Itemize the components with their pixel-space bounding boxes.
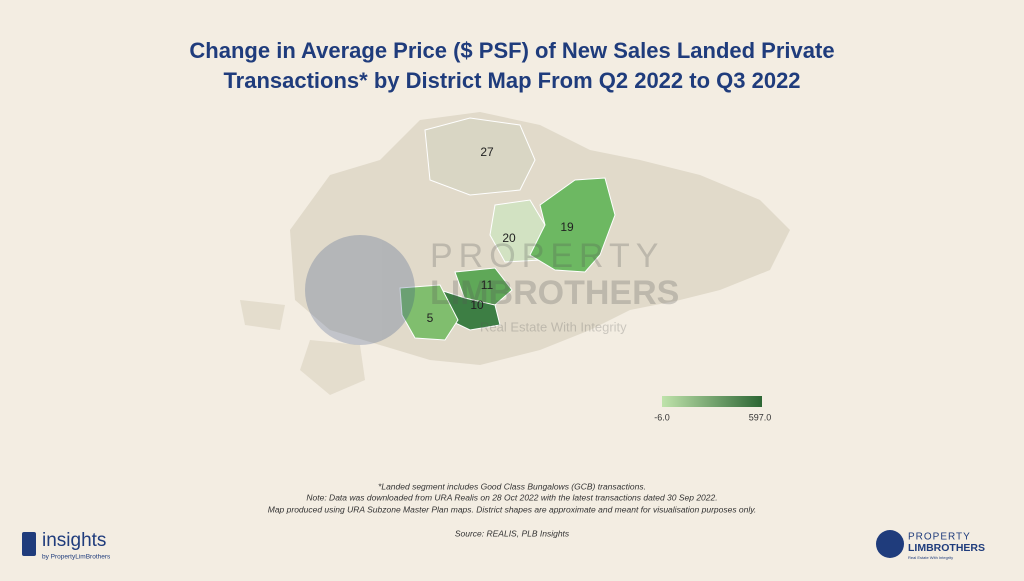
footnote: *Landed segment includes Good Class Bung…	[378, 481, 646, 491]
watermark: PROPERTY LIMBROTHERS Real Estate With In…	[305, 235, 679, 345]
district-label: 19	[560, 220, 574, 234]
district	[454, 267, 513, 306]
district	[529, 177, 616, 273]
district-label: 10	[470, 298, 484, 312]
footnote: Map produced using URA Subzone Master Pl…	[268, 504, 757, 514]
district-label: 27	[480, 145, 494, 159]
logo-icon	[22, 532, 36, 556]
islands	[240, 300, 365, 395]
title-line: Transactions* by District Map From Q2 20…	[223, 68, 800, 93]
district	[399, 284, 459, 341]
logo-byline: by PropertyLimBrothers	[42, 554, 111, 561]
footnote: Note: Data was downloaded from URA Reali…	[306, 492, 717, 502]
legend-colorbar	[662, 396, 762, 407]
logo-tagline: Real Estate With Integrity	[908, 555, 953, 560]
district-label: 11	[481, 278, 494, 292]
title-line: Change in Average Price ($ PSF) of New S…	[189, 38, 834, 63]
logo-name: insights	[42, 530, 106, 551]
district	[424, 117, 536, 196]
logo-bottom: LIMBROTHERS	[908, 542, 985, 554]
watermark-text: Real Estate With Integrity	[480, 319, 627, 334]
legend-min: -6.0	[654, 412, 670, 422]
watermark-logo	[305, 235, 415, 345]
district-label: 5	[427, 311, 434, 325]
watermark-text: PROPERTY	[430, 237, 664, 275]
logo-top: PROPERTY	[908, 532, 971, 543]
source: Source: REALIS, PLB Insights	[455, 528, 570, 538]
legend-max: 597.0	[749, 412, 772, 422]
district-label: 20	[502, 231, 516, 245]
watermark-text: LIMBROTHERS	[430, 274, 679, 312]
logo-icon	[876, 530, 904, 558]
